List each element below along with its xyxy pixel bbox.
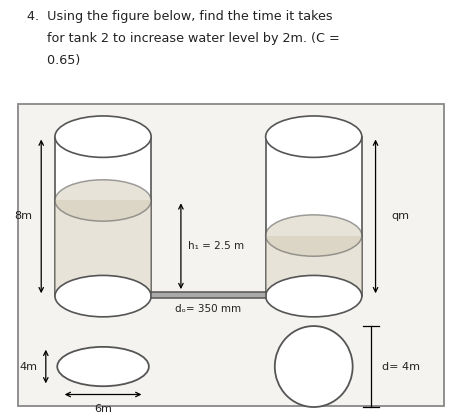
- Text: 6m: 6m: [94, 404, 112, 414]
- Ellipse shape: [55, 180, 151, 221]
- Ellipse shape: [55, 116, 151, 157]
- Text: d= 4m: d= 4m: [382, 362, 420, 371]
- Text: 0.65): 0.65): [27, 54, 81, 67]
- Bar: [18, 104, 444, 406]
- Ellipse shape: [266, 275, 362, 317]
- Text: 4.  Using the figure below, find the time it takes: 4. Using the figure below, find the time…: [27, 10, 333, 23]
- Ellipse shape: [266, 215, 362, 256]
- Bar: [266, 235, 362, 296]
- Ellipse shape: [266, 116, 362, 157]
- Text: for tank 2 to increase water level by 2m. (C =: for tank 2 to increase water level by 2m…: [27, 32, 340, 45]
- Ellipse shape: [275, 326, 353, 407]
- Text: 4m: 4m: [19, 362, 38, 371]
- Text: dₒ= 350 mm: dₒ= 350 mm: [175, 305, 241, 314]
- Bar: [266, 137, 362, 296]
- Bar: [55, 201, 151, 296]
- Bar: [151, 292, 266, 298]
- Text: qm: qm: [392, 211, 409, 221]
- Bar: [55, 137, 151, 296]
- Text: h₁ = 2.5 m: h₁ = 2.5 m: [188, 241, 244, 251]
- Ellipse shape: [55, 275, 151, 317]
- Ellipse shape: [57, 347, 149, 386]
- Text: 8m: 8m: [14, 211, 32, 221]
